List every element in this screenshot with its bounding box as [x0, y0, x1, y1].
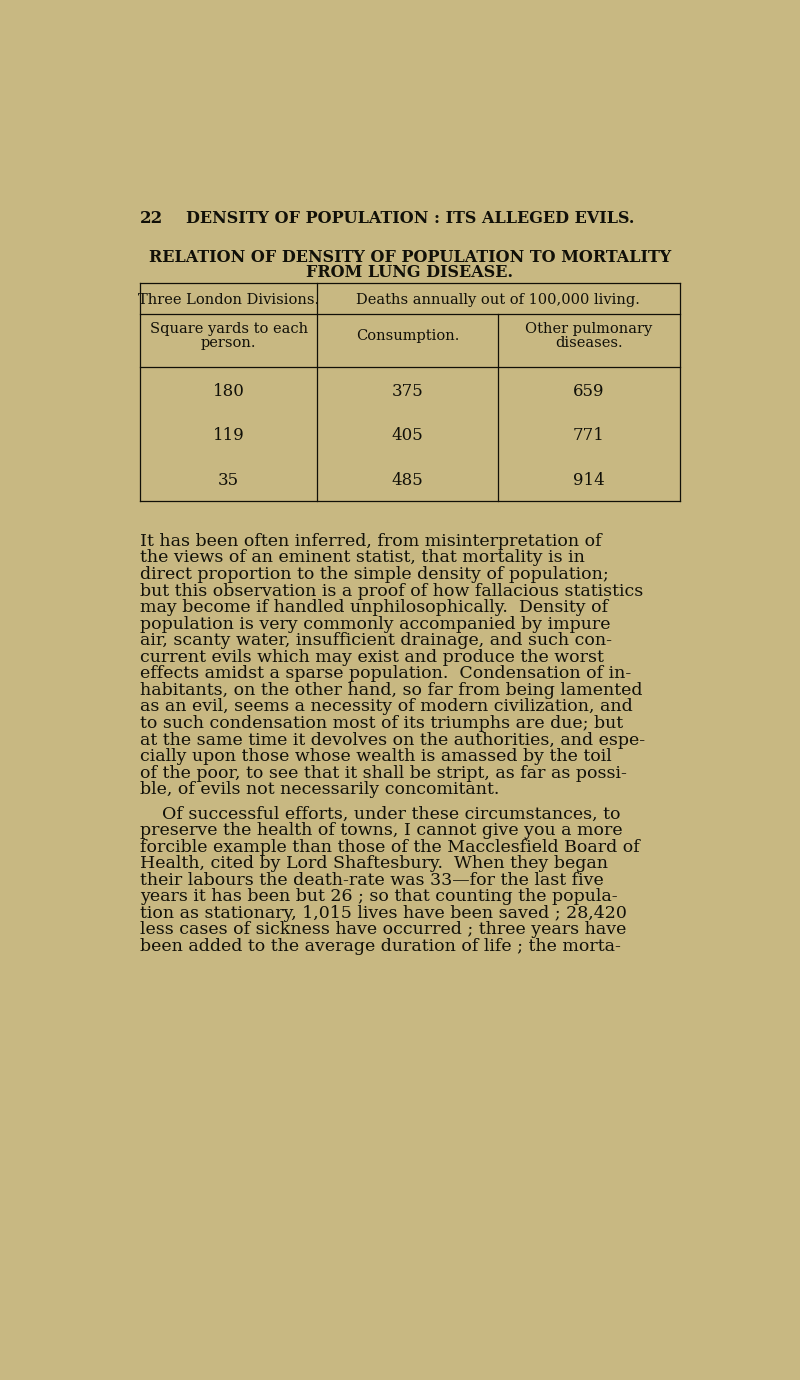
Text: person.: person.: [201, 335, 256, 349]
Text: cially upon those whose wealth is amassed by the toil: cially upon those whose wealth is amasse…: [140, 748, 612, 765]
Text: may become if handled unphilosophically.  Density of: may become if handled unphilosophically.…: [140, 599, 609, 615]
Text: ble, of evils not necessarily concomitant.: ble, of evils not necessarily concomitan…: [140, 781, 500, 798]
Text: their labours the death-rate was 33—for the last five: their labours the death-rate was 33—for …: [140, 872, 604, 889]
Text: 659: 659: [574, 382, 605, 400]
Text: Health, cited by Lord Shaftesbury.  When they began: Health, cited by Lord Shaftesbury. When …: [140, 856, 608, 872]
Text: years it has been but 26 ; so that counting the popula-: years it has been but 26 ; so that count…: [140, 889, 618, 905]
Text: direct proportion to the simple density of population;: direct proportion to the simple density …: [140, 566, 609, 582]
Text: effects amidst a sparse population.  Condensation of in-: effects amidst a sparse population. Cond…: [140, 665, 631, 682]
Text: Other pulmonary: Other pulmonary: [526, 322, 653, 335]
Text: at the same time it devolves on the authorities, and espe-: at the same time it devolves on the auth…: [140, 731, 646, 748]
Text: as an evil, seems a necessity of modern civilization, and: as an evil, seems a necessity of modern …: [140, 698, 633, 715]
Text: DENSITY OF POPULATION : ITS ALLEGED EVILS.: DENSITY OF POPULATION : ITS ALLEGED EVIL…: [186, 210, 634, 228]
Text: tion as stationary, 1,015 lives have been saved ; 28,420: tion as stationary, 1,015 lives have bee…: [140, 905, 627, 922]
Text: diseases.: diseases.: [555, 335, 623, 349]
Text: 375: 375: [392, 382, 423, 400]
Text: FROM LUNG DISEASE.: FROM LUNG DISEASE.: [306, 264, 514, 282]
Text: 914: 914: [573, 472, 605, 489]
Text: habitants, on the other hand, so far from being lamented: habitants, on the other hand, so far fro…: [140, 682, 643, 698]
Text: 485: 485: [392, 472, 423, 489]
Text: air, scanty water, insufficient drainage, and such con-: air, scanty water, insufficient drainage…: [140, 632, 612, 649]
Text: but this observation is a proof of how fallacious statistics: but this observation is a proof of how f…: [140, 582, 643, 599]
Text: the views of an eminent statist, that mortality is in: the views of an eminent statist, that mo…: [140, 549, 585, 566]
Text: Three London Divisions.: Three London Divisions.: [138, 293, 319, 306]
Text: preserve the health of towns, I cannot give you a more: preserve the health of towns, I cannot g…: [140, 822, 623, 839]
Text: of the poor, to see that it shall be stript, as far as possi-: of the poor, to see that it shall be str…: [140, 765, 627, 781]
Text: It has been often inferred, from misinterpretation of: It has been often inferred, from misinte…: [140, 533, 602, 549]
Text: RELATION OF DENSITY OF POPULATION TO MORTALITY: RELATION OF DENSITY OF POPULATION TO MOR…: [149, 248, 671, 266]
Text: been added to the average duration of life ; the morta-: been added to the average duration of li…: [140, 938, 621, 955]
Text: Consumption.: Consumption.: [356, 328, 459, 342]
Text: 35: 35: [218, 472, 239, 489]
Text: to such condensation most of its triumphs are due; but: to such condensation most of its triumph…: [140, 715, 623, 731]
Text: less cases of sickness have occurred ; three years have: less cases of sickness have occurred ; t…: [140, 922, 626, 938]
Text: population is very commonly accompanied by impure: population is very commonly accompanied …: [140, 615, 611, 632]
Text: 180: 180: [213, 382, 245, 400]
Text: Of successful efforts, under these circumstances, to: Of successful efforts, under these circu…: [140, 806, 621, 822]
Text: 22: 22: [140, 210, 163, 228]
Text: Square yards to each: Square yards to each: [150, 322, 308, 335]
Text: 771: 771: [573, 428, 605, 444]
Text: 119: 119: [213, 428, 245, 444]
Text: 405: 405: [392, 428, 423, 444]
Text: current evils which may exist and produce the worst: current evils which may exist and produc…: [140, 649, 604, 665]
Text: Deaths annually out of 100,000 living.: Deaths annually out of 100,000 living.: [357, 293, 640, 306]
Text: forcible example than those of the Macclesfield Board of: forcible example than those of the Maccl…: [140, 839, 640, 856]
